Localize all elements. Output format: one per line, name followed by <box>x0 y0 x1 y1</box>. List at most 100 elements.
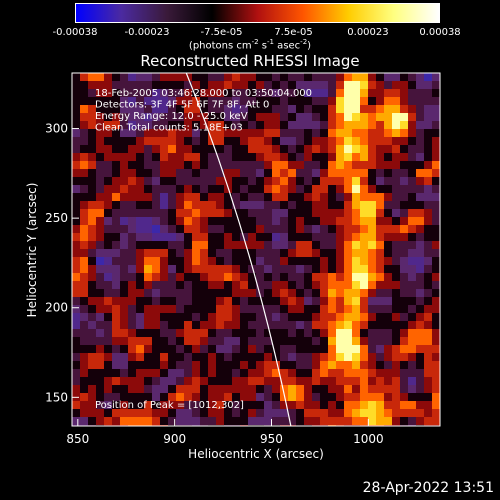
heatmap-cell <box>112 361 120 369</box>
heatmap-cell <box>240 393 248 401</box>
heatmap-cell <box>416 169 424 177</box>
heatmap-cell <box>80 329 88 337</box>
heatmap-cell <box>392 353 400 361</box>
heatmap-cell <box>336 145 344 153</box>
heatmap-cell <box>360 233 368 241</box>
heatmap-cell <box>360 361 368 369</box>
heatmap-cell <box>232 145 240 153</box>
heatmap-cell <box>288 73 296 81</box>
heatmap-cell <box>352 201 360 209</box>
heatmap-cell <box>352 313 360 321</box>
heatmap-cell <box>432 177 440 185</box>
heatmap-cell <box>160 137 168 145</box>
heatmap-cell <box>192 321 200 329</box>
heatmap-cell <box>368 329 376 337</box>
heatmap-cell <box>360 249 368 257</box>
heatmap-cell <box>168 137 176 145</box>
heatmap-cell <box>88 81 96 89</box>
heatmap-cell <box>216 329 224 337</box>
heatmap-cell <box>120 321 128 329</box>
heatmap-cell <box>112 185 120 193</box>
heatmap-cell <box>248 121 256 129</box>
heatmap-cell <box>208 193 216 201</box>
heatmap-cell <box>344 257 352 265</box>
heatmap-cell <box>336 177 344 185</box>
heatmap-cell <box>128 169 136 177</box>
heatmap-cell <box>104 161 112 169</box>
heatmap-cell <box>168 289 176 297</box>
heatmap-cell <box>368 217 376 225</box>
heatmap-cell <box>176 417 184 425</box>
heatmap-cell <box>424 129 432 137</box>
heatmap-cell <box>232 265 240 273</box>
heatmap-cell <box>120 265 128 273</box>
heatmap-cell <box>72 417 80 425</box>
heatmap-cell <box>128 257 136 265</box>
heatmap-cell <box>384 169 392 177</box>
heatmap-cell <box>312 89 320 97</box>
heatmap-cell <box>160 361 168 369</box>
heatmap-cell <box>184 209 192 217</box>
heatmap-cell <box>136 105 144 113</box>
heatmap-cell <box>200 217 208 225</box>
heatmap-cell <box>128 97 136 105</box>
heatmap-cell <box>256 377 264 385</box>
heatmap-cell <box>80 113 88 121</box>
heatmap-cell <box>80 81 88 89</box>
heatmap-cell <box>128 409 136 417</box>
heatmap-cell <box>120 137 128 145</box>
heatmap-cell <box>416 409 424 417</box>
heatmap-cell <box>424 353 432 361</box>
heatmap-cell <box>376 233 384 241</box>
heatmap-cell <box>416 217 424 225</box>
heatmap-cell <box>392 73 400 81</box>
heatmap-cell <box>376 241 384 249</box>
heatmap-cell <box>168 201 176 209</box>
heatmap-cell <box>288 225 296 233</box>
heatmap-cell <box>272 241 280 249</box>
heatmap-cell <box>136 353 144 361</box>
heatmap-cell <box>288 217 296 225</box>
heatmap-cell <box>368 401 376 409</box>
heatmap-cell <box>384 353 392 361</box>
heatmap-cell <box>176 257 184 265</box>
heatmap-cell <box>96 177 104 185</box>
heatmap-cell <box>96 321 104 329</box>
heatmap-cell <box>120 369 128 377</box>
heatmap-cell <box>88 369 96 377</box>
heatmap-cell <box>88 401 96 409</box>
heatmap-cell <box>120 209 128 217</box>
heatmap-cell <box>352 249 360 257</box>
heatmap-cell <box>88 185 96 193</box>
heatmap-cell <box>168 273 176 281</box>
y-tick-label: 200 <box>45 301 68 315</box>
heatmap-cell <box>360 297 368 305</box>
heatmap-cell <box>320 401 328 409</box>
heatmap-cell <box>80 121 88 129</box>
heatmap-cell <box>168 145 176 153</box>
heatmap-cell <box>336 257 344 265</box>
heatmap-cell <box>184 289 192 297</box>
heatmap-cell <box>352 81 360 89</box>
heatmap-cell <box>264 393 272 401</box>
heatmap-cell <box>408 241 416 249</box>
heatmap-cell <box>424 145 432 153</box>
heatmap-cell <box>168 73 176 81</box>
heatmap-cell <box>416 393 424 401</box>
heatmap-cell <box>288 105 296 113</box>
heatmap-cell <box>208 337 216 345</box>
heatmap-cell <box>328 257 336 265</box>
heatmap-cell <box>160 257 168 265</box>
heatmap-cell <box>96 257 104 265</box>
heatmap-cell <box>432 321 440 329</box>
heatmap-cell <box>376 201 384 209</box>
heatmap-cell <box>328 153 336 161</box>
heatmap-cell <box>216 345 224 353</box>
heatmap-cell <box>112 353 120 361</box>
heatmap-cell <box>360 385 368 393</box>
heatmap-cell <box>112 289 120 297</box>
heatmap-cell <box>120 89 128 97</box>
heatmap-cell <box>352 161 360 169</box>
heatmap-cell <box>344 145 352 153</box>
heatmap-cell <box>384 177 392 185</box>
